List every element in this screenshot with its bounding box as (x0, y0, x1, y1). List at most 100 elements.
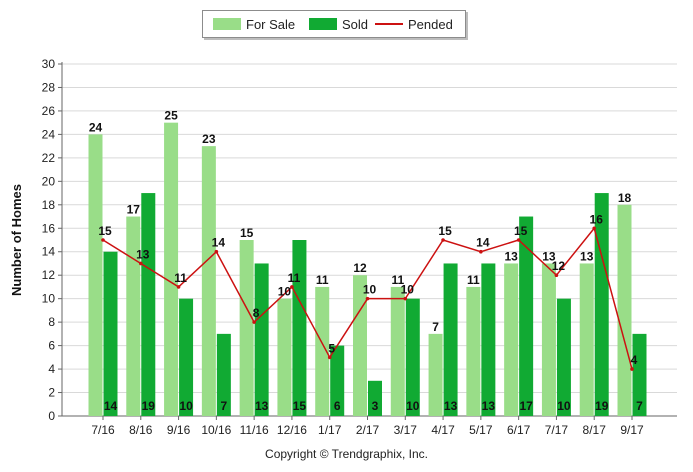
data-label-for-sale: 13 (504, 249, 518, 263)
data-label-sold: 17 (519, 399, 533, 413)
data-label-sold: 10 (557, 399, 571, 413)
bar-sold (254, 263, 269, 416)
y-tick-label: 28 (42, 80, 56, 94)
y-tick-label: 24 (42, 127, 56, 141)
data-label-pended: 11 (288, 271, 301, 285)
bar-for-sale (239, 240, 254, 416)
legend-item-pended: Pended (375, 11, 453, 37)
data-label-pended: 8 (253, 306, 260, 320)
data-label-sold: 6 (334, 399, 341, 413)
data-label-sold: 7 (636, 399, 643, 413)
pended-point (441, 238, 445, 242)
data-label-pended: 15 (514, 224, 528, 238)
legend-swatch-sold (309, 18, 337, 30)
data-label-for-sale: 18 (618, 191, 632, 205)
legend-item-sold: Sold (309, 11, 368, 37)
pended-point (327, 355, 332, 360)
bar-sold (443, 263, 458, 416)
data-label-pended: 16 (590, 212, 604, 226)
legend-swatch-for-sale (213, 18, 241, 30)
data-label-sold: 19 (595, 399, 609, 413)
pended-point (214, 249, 219, 254)
data-label-for-sale: 23 (202, 132, 216, 146)
data-label-pended: 11 (174, 271, 187, 285)
y-tick-label: 18 (42, 198, 56, 212)
bar-for-sale (504, 263, 519, 416)
x-tick-label: 12/16 (277, 423, 307, 437)
legend-label-sold: Sold (342, 16, 369, 32)
data-label-sold: 10 (406, 399, 420, 413)
bar-for-sale (315, 286, 330, 416)
pended-point (403, 296, 408, 301)
bar-for-sale (428, 333, 443, 416)
bar-for-sale (353, 275, 367, 416)
data-label-sold: 3 (372, 399, 379, 413)
legend-label-for-sale: For Sale (246, 16, 296, 32)
x-tick-label: 7/16 (91, 423, 115, 437)
x-tick-label: 6/17 (507, 423, 531, 437)
data-label-pended: 10 (401, 283, 415, 297)
y-tick-label: 26 (42, 104, 56, 118)
data-label-sold: 7 (221, 399, 228, 413)
y-tick-label: 0 (48, 409, 55, 423)
bar-sold (330, 345, 345, 416)
bar-sold (216, 333, 231, 416)
bar-sold (405, 298, 420, 416)
data-labels: 2414171925102371513101511612311107131113… (89, 109, 643, 413)
data-label-pended: 14 (476, 236, 490, 250)
data-label-pended: 10 (363, 283, 377, 297)
y-tick-label: 2 (48, 386, 55, 400)
y-tick-label: 20 (42, 174, 56, 188)
bar-sold (179, 298, 194, 416)
legend: For Sale Sold Pended (202, 10, 466, 38)
y-tick-label: 12 (42, 268, 56, 282)
bar-sold (556, 298, 571, 416)
bar-for-sale (201, 146, 216, 416)
bar-for-sale (579, 263, 594, 416)
data-label-for-sale: 12 (353, 261, 367, 275)
bar-for-sale (164, 122, 179, 417)
y-tick-label: 16 (42, 221, 56, 235)
data-label-pended: 15 (438, 224, 452, 238)
bar-for-sale (277, 298, 292, 416)
x-tick-label: 2/17 (356, 423, 380, 437)
x-tick-label: 11/16 (240, 423, 269, 437)
x-tick-label: 5/17 (469, 423, 493, 437)
data-label-sold: 10 (179, 399, 193, 413)
x-tick-label: 8/16 (129, 423, 153, 437)
data-label-sold: 14 (104, 399, 118, 413)
data-label-for-sale: 10 (278, 285, 292, 299)
bar-for-sale (617, 204, 632, 416)
y-tick-label: 8 (48, 315, 55, 329)
pended-point (592, 226, 597, 231)
data-label-pended: 4 (631, 353, 638, 367)
data-label-for-sale: 13 (542, 249, 556, 263)
pended-point (101, 238, 105, 242)
data-label-sold: 13 (255, 399, 269, 413)
legend-label-pended: Pended (408, 16, 453, 32)
bar-sold (519, 216, 534, 416)
data-label-sold: 15 (293, 399, 307, 413)
copyright-text: Copyright © Trendgraphix, Inc. (265, 447, 428, 461)
data-label-for-sale: 11 (467, 273, 480, 287)
y-tick-label: 6 (48, 339, 55, 353)
bar-for-sale (466, 286, 481, 416)
data-label-for-sale: 11 (316, 273, 329, 287)
data-label-pended: 14 (212, 236, 226, 250)
data-label-for-sale: 17 (127, 203, 141, 217)
pended-point (176, 285, 181, 289)
x-tick-label: 10/16 (201, 423, 231, 437)
pended-point (479, 249, 483, 254)
legend-item-for-sale: For Sale (213, 11, 295, 37)
pended-point (554, 273, 559, 278)
x-tick-label: 1/17 (318, 423, 342, 437)
bar-sold (368, 380, 382, 416)
pended-point (630, 367, 634, 371)
pended-point (516, 238, 521, 242)
x-tick-label: 3/17 (394, 423, 418, 437)
data-label-for-sale: 11 (391, 273, 404, 287)
bars (88, 122, 647, 417)
data-label-pended: 13 (136, 247, 150, 261)
